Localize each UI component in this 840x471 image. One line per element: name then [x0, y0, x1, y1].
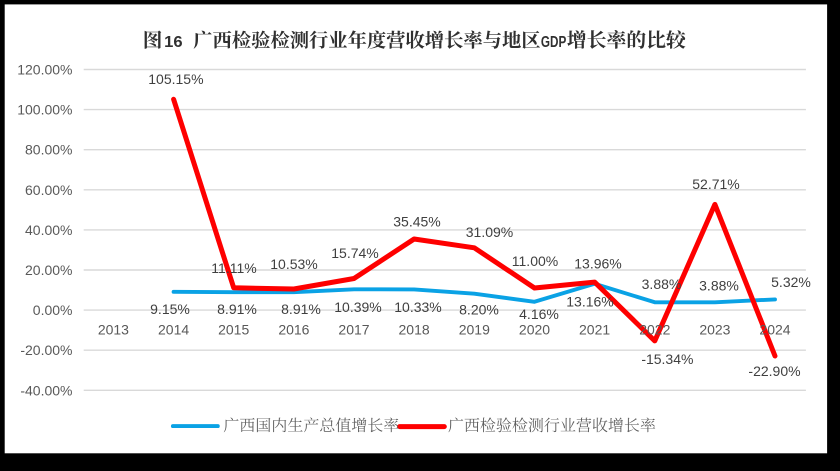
svg-text:35.45%: 35.45%: [393, 214, 440, 230]
svg-text:2014: 2014: [158, 322, 189, 338]
svg-text:8.20%: 8.20%: [459, 302, 499, 318]
svg-text:10.39%: 10.39%: [334, 299, 381, 315]
svg-text:20.00%: 20.00%: [25, 262, 72, 278]
svg-text:52.71%: 52.71%: [692, 176, 739, 192]
svg-text:2019: 2019: [459, 322, 490, 338]
svg-text:GDP: GDP: [541, 34, 566, 51]
svg-text:2023: 2023: [699, 322, 730, 338]
svg-text:10.33%: 10.33%: [394, 299, 441, 315]
svg-text:-40.00%: -40.00%: [20, 382, 72, 398]
svg-text:3.88%: 3.88%: [699, 278, 739, 294]
svg-text:2015: 2015: [218, 322, 249, 338]
svg-text:13.16%: 13.16%: [566, 294, 613, 310]
svg-text:11.00%: 11.00%: [512, 253, 558, 269]
svg-text:2024: 2024: [759, 322, 790, 338]
svg-text:2013: 2013: [98, 322, 129, 338]
svg-text:3.88%: 3.88%: [642, 276, 682, 292]
svg-text:-15.34%: -15.34%: [641, 351, 693, 367]
svg-text:2018: 2018: [399, 322, 430, 338]
svg-text:0.00%: 0.00%: [33, 302, 73, 318]
svg-text:2021: 2021: [579, 322, 610, 338]
svg-text:60.00%: 60.00%: [25, 182, 72, 198]
svg-text:2020: 2020: [519, 322, 550, 338]
svg-text:11.11%: 11.11%: [211, 260, 256, 276]
svg-text:2017: 2017: [338, 322, 369, 338]
svg-text:15.74%: 15.74%: [331, 245, 378, 261]
svg-text:120.00%: 120.00%: [17, 62, 72, 78]
svg-text:105.15%: 105.15%: [148, 71, 203, 87]
svg-text:-20.00%: -20.00%: [20, 342, 72, 358]
svg-text:13.96%: 13.96%: [574, 256, 621, 272]
svg-text:100.00%: 100.00%: [17, 102, 72, 118]
svg-text:80.00%: 80.00%: [25, 142, 72, 158]
svg-text:16: 16: [164, 34, 183, 51]
svg-text:8.91%: 8.91%: [281, 301, 321, 317]
svg-text:2016: 2016: [278, 322, 309, 338]
svg-text:5.32%: 5.32%: [771, 274, 811, 290]
svg-text:10.53%: 10.53%: [270, 256, 317, 272]
svg-text:-22.90%: -22.90%: [748, 363, 800, 379]
svg-text:2022: 2022: [639, 322, 670, 338]
svg-text:40.00%: 40.00%: [25, 222, 72, 238]
svg-text:8.91%: 8.91%: [217, 301, 257, 317]
svg-text:31.09%: 31.09%: [466, 224, 513, 240]
svg-text:4.16%: 4.16%: [519, 306, 559, 322]
svg-text:9.15%: 9.15%: [150, 301, 190, 317]
